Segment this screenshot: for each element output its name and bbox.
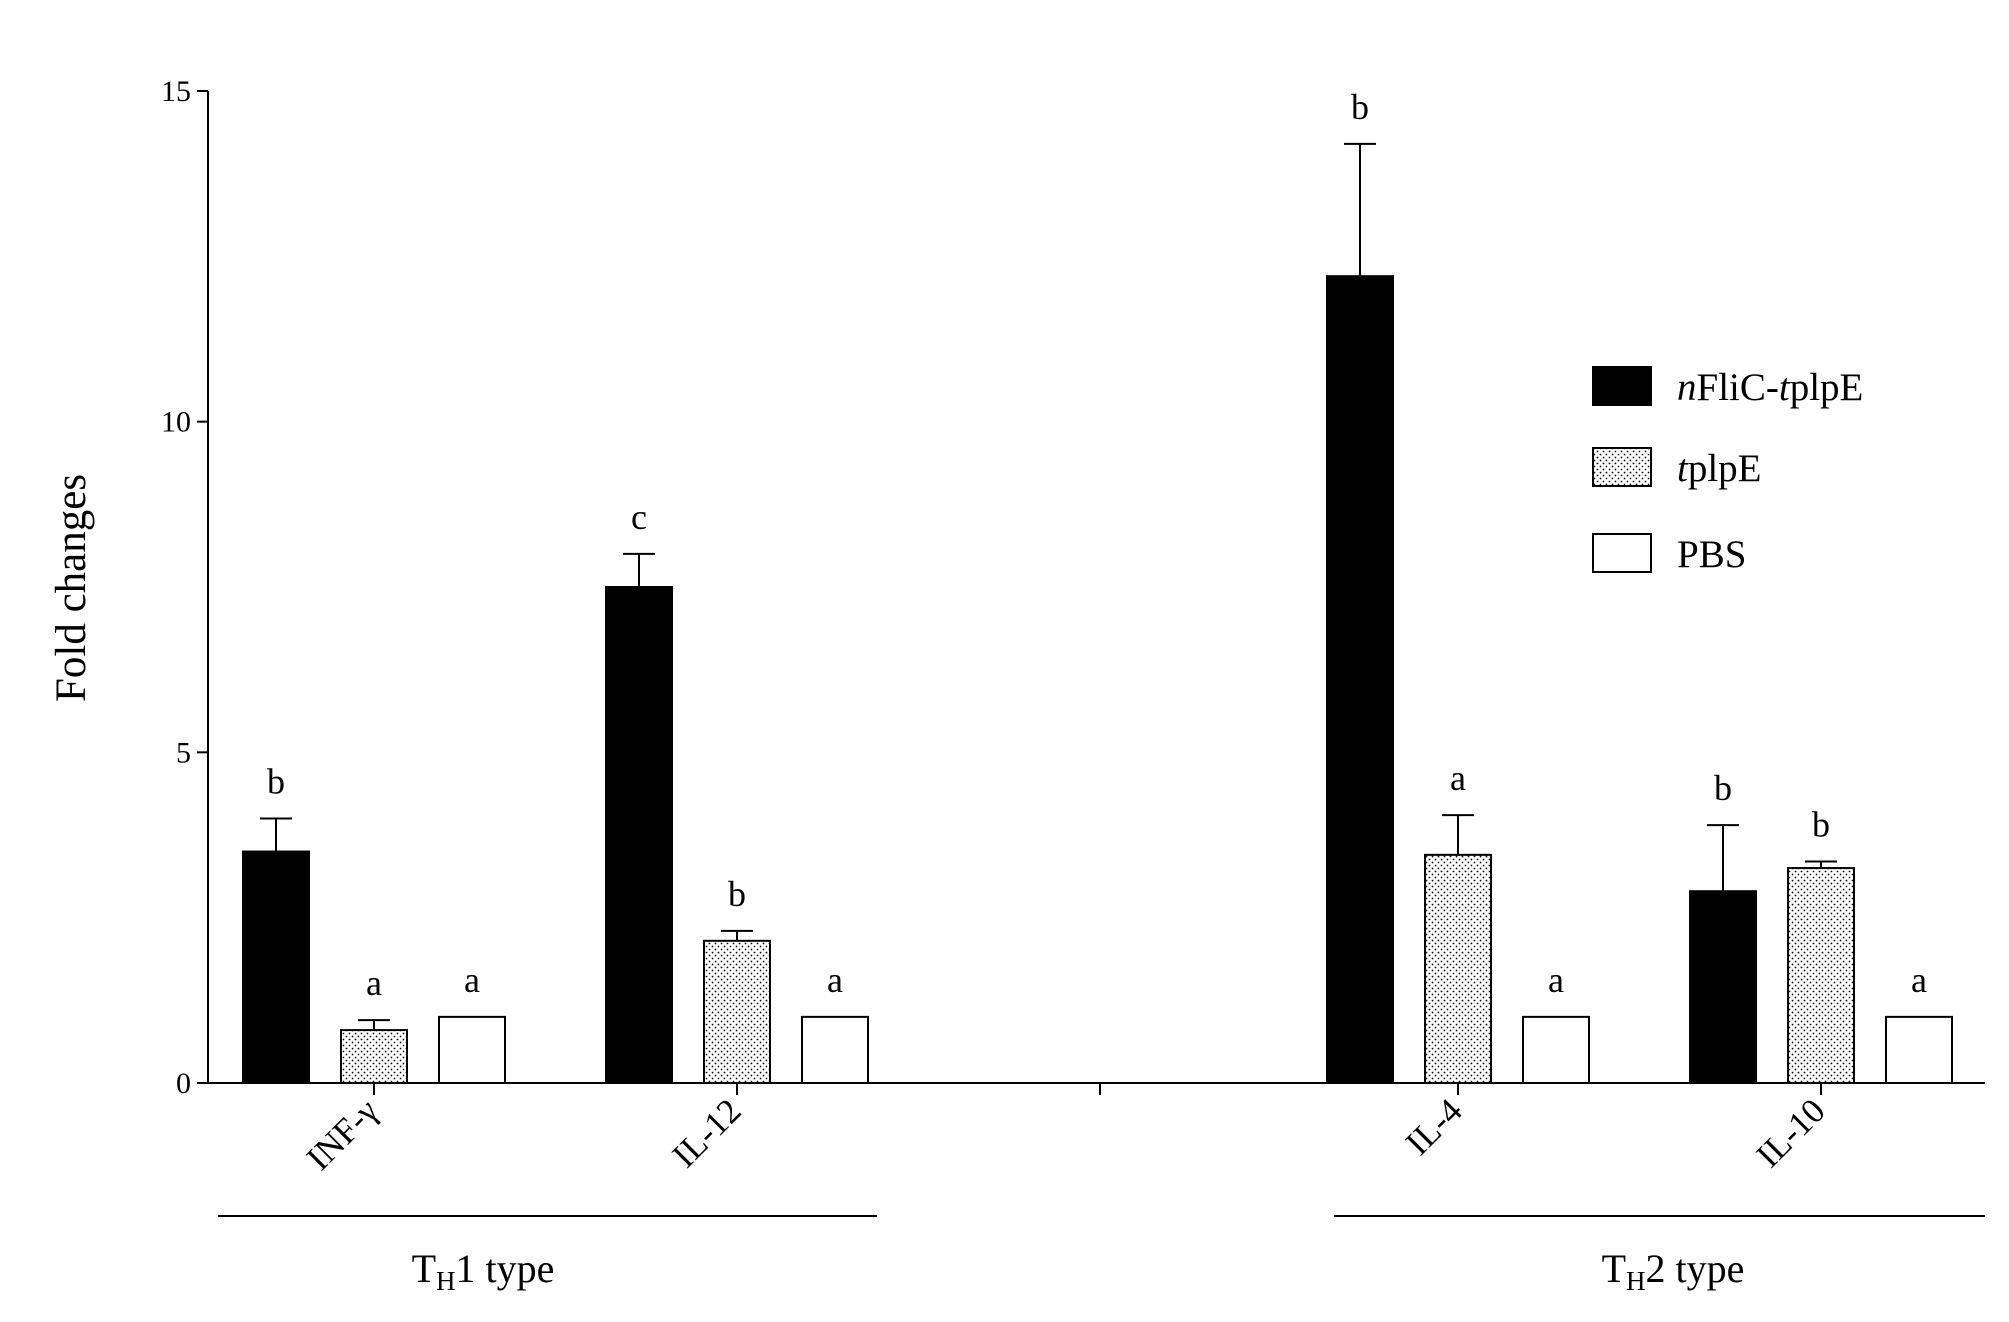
legend-label-tplpe: tplpE — [1677, 447, 1762, 490]
labels: b c b b a b a b a a a a INF-γ IL-12 IL-4 IL-10 TH1 type T… — [218, 87, 1985, 1296]
significance-label: a — [1911, 960, 1927, 1000]
y-tick-label: 10 — [161, 406, 191, 439]
significance-label: a — [366, 963, 382, 1003]
x-tick-label: INF-γ — [299, 1091, 386, 1178]
bar-tplpe-inf — [340, 1029, 408, 1085]
bar-pbs-il-10 — [1885, 1015, 1953, 1084]
x-tick-label: IL-12 — [665, 1091, 749, 1175]
legend-swatch-tplpe — [1592, 447, 1652, 487]
legend-swatch-pbs — [1592, 533, 1652, 573]
legend: nFliC-tplpE tplpE PBS — [1592, 366, 1863, 576]
legend-label-nflic-tplpe: nFliC-tplpE — [1677, 366, 1863, 409]
legend-swatch-nflic-tplpe — [1592, 366, 1652, 406]
bar-nflic-tplpe-il-10 — [1689, 890, 1757, 1084]
group-label-0: TH1 type — [412, 1246, 555, 1296]
significance-label: b — [1812, 804, 1830, 844]
y-tick-label: 0 — [176, 1067, 191, 1100]
y-axis-label: Fold changes — [48, 474, 95, 702]
significance-label: a — [464, 960, 480, 1000]
x-tick-label: IL-10 — [1749, 1091, 1833, 1175]
bar-tplpe-il-4 — [1424, 853, 1492, 1085]
bar-pbs-il-12 — [801, 1015, 869, 1084]
bar-tplpe-il-12 — [703, 939, 771, 1085]
bars — [242, 275, 1953, 1085]
significance-label: a — [1450, 758, 1466, 798]
group-label-1: TH2 type — [1602, 1246, 1745, 1296]
significance-label: a — [827, 960, 843, 1000]
significance-label: c — [631, 497, 647, 537]
significance-label: b — [1351, 87, 1369, 127]
significance-label: a — [1548, 960, 1564, 1000]
significance-label: b — [728, 874, 746, 914]
significance-label: b — [1714, 768, 1732, 808]
x-tick-label: IL-4 — [1398, 1091, 1470, 1163]
bar-nflic-tplpe-inf — [242, 850, 310, 1084]
significance-label: b — [267, 761, 285, 801]
bar-nflic-tplpe-il-12 — [605, 586, 673, 1084]
legend-label-pbs: PBS — [1677, 533, 1746, 576]
y-tick-label: 5 — [176, 736, 191, 769]
bar-pbs-il-4 — [1522, 1015, 1590, 1084]
error-bars — [260, 142, 1837, 1031]
bar-nflic-tplpe-il-4 — [1326, 275, 1394, 1084]
bar-tplpe-il-10 — [1787, 867, 1855, 1084]
y-tick-label: 15 — [161, 75, 191, 108]
bar-pbs-inf — [438, 1015, 506, 1084]
